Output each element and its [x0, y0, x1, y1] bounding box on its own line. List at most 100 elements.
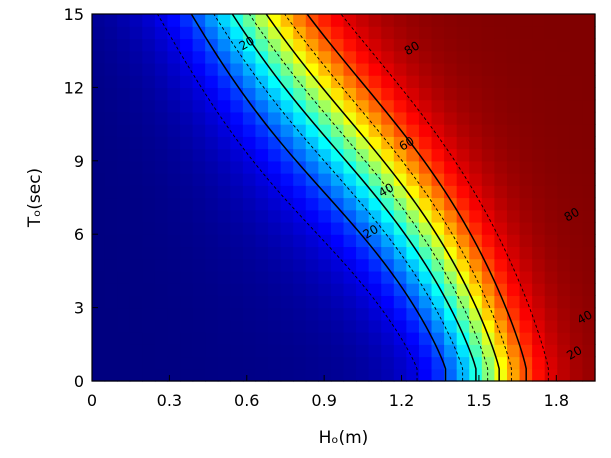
heatmap-cell [154, 136, 169, 150]
y-tick-label: 15 [64, 5, 84, 24]
heatmap-cell [129, 124, 143, 137]
heatmap-cell [280, 136, 294, 150]
heatmap-cell [129, 344, 143, 358]
y-tick-label: 6 [74, 225, 84, 244]
heatmap-cell [117, 14, 131, 27]
heatmap-cell [129, 283, 143, 296]
heatmap-cell [481, 332, 495, 345]
heatmap-cell [318, 234, 332, 248]
heatmap-cell [381, 209, 395, 223]
heatmap-cell [356, 368, 370, 382]
heatmap-cell [167, 246, 181, 260]
heatmap-cell [192, 319, 206, 333]
heatmap-cell [318, 319, 332, 333]
heatmap-cell [280, 368, 294, 382]
heatmap-cell [519, 136, 533, 150]
heatmap-cell [330, 87, 345, 101]
heatmap-cell [318, 246, 332, 260]
heatmap-cell [343, 221, 357, 235]
heatmap-cell [242, 197, 257, 211]
heatmap-cell [192, 368, 206, 382]
heatmap-cell [456, 185, 470, 199]
heatmap-cell [104, 209, 118, 223]
heatmap-cell [444, 234, 458, 248]
heatmap-cell [494, 319, 508, 333]
heatmap-cell [544, 221, 558, 235]
heatmap-cell [154, 50, 169, 64]
heatmap-cell [368, 136, 382, 150]
heatmap-cell [330, 209, 345, 223]
heatmap-cell [293, 50, 307, 64]
heatmap-cell [582, 209, 596, 223]
heatmap-cell [180, 62, 194, 76]
heatmap-cell [544, 87, 558, 101]
heatmap-cell [519, 50, 533, 64]
heatmap-cell [293, 258, 307, 272]
heatmap-cell [192, 197, 206, 211]
heatmap-cell [494, 368, 508, 382]
heatmap-cell [293, 283, 307, 296]
heatmap-cell [494, 234, 508, 248]
heatmap-cell [205, 111, 219, 125]
heatmap-cell [167, 283, 181, 296]
heatmap-cell [230, 270, 244, 284]
heatmap-cell [519, 87, 533, 101]
heatmap-cell [456, 87, 470, 101]
heatmap-cell [104, 75, 118, 88]
heatmap-cell [242, 136, 257, 150]
heatmap-cell [242, 99, 257, 113]
heatmap-cell [205, 295, 219, 309]
heatmap-cell [280, 221, 294, 235]
heatmap-cell [230, 246, 244, 260]
heatmap-cell [217, 173, 231, 186]
heatmap-cell [406, 332, 420, 345]
heatmap-cell [242, 270, 257, 284]
heatmap-cell [268, 270, 282, 284]
heatmap-cell [217, 185, 231, 199]
heatmap-cell [532, 136, 546, 150]
heatmap-cell [205, 270, 219, 284]
heatmap-cell [255, 344, 269, 358]
heatmap-cell [418, 26, 433, 40]
heatmap-cell [318, 14, 332, 27]
heatmap-cell [481, 185, 495, 199]
heatmap-cell [544, 332, 558, 345]
heatmap-cell [268, 246, 282, 260]
heatmap-cell [192, 173, 206, 186]
heatmap-cell [180, 197, 194, 211]
heatmap-cell [557, 270, 571, 284]
heatmap-cell [205, 50, 219, 64]
heatmap-cell [431, 234, 445, 248]
heatmap-cell [456, 26, 470, 40]
heatmap-cell [519, 332, 533, 345]
heatmap-cell [418, 307, 433, 321]
heatmap-cell [268, 111, 282, 125]
heatmap-cell [318, 368, 332, 382]
heatmap-cell [92, 234, 106, 248]
heatmap-cell [456, 14, 470, 27]
heatmap-cell [180, 356, 194, 370]
heatmap-cell [368, 160, 382, 174]
heatmap-cell [293, 332, 307, 345]
heatmap-cell [481, 160, 495, 174]
heatmap-cell [268, 148, 282, 162]
heatmap-cell [569, 62, 584, 76]
heatmap-cell [544, 173, 558, 186]
heatmap-cell [142, 124, 156, 137]
heatmap-cell [444, 319, 458, 333]
heatmap-cell [494, 136, 508, 150]
heatmap-cell [142, 62, 156, 76]
heatmap-cell [154, 197, 169, 211]
heatmap-cell [569, 209, 584, 223]
heatmap-cell [582, 62, 596, 76]
heatmap-cell [532, 38, 546, 52]
heatmap-cell [117, 75, 131, 88]
heatmap-cell [506, 50, 521, 64]
y-tick-label: 0 [74, 372, 84, 391]
heatmap-cell [469, 173, 483, 186]
heatmap-cell [532, 307, 546, 321]
heatmap-cell [356, 283, 370, 296]
heatmap-cell [255, 307, 269, 321]
heatmap-cell [293, 38, 307, 52]
heatmap-cell [268, 173, 282, 186]
